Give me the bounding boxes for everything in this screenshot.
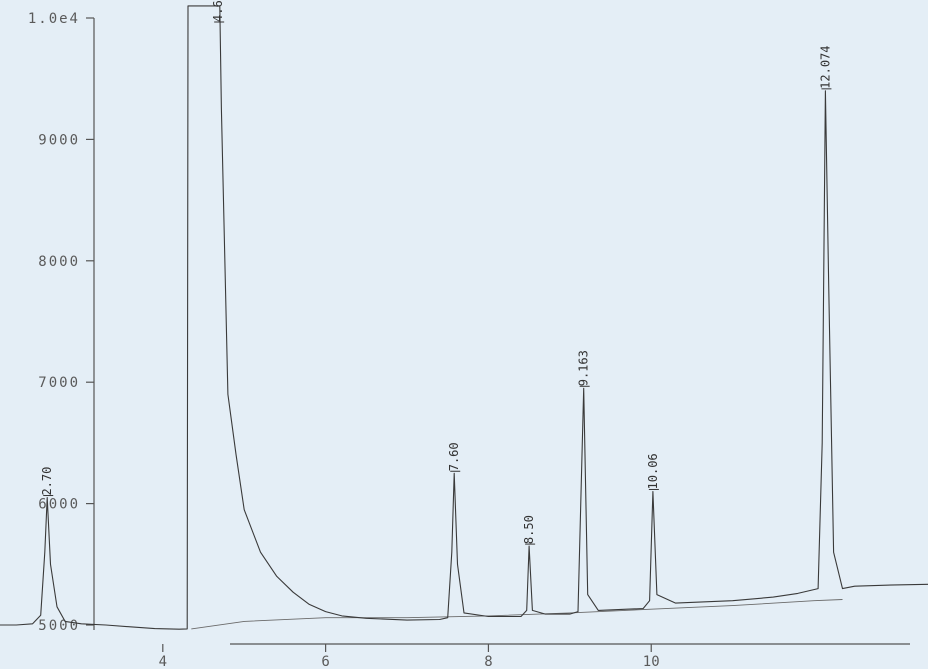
x-tick-label-0: 4: [159, 654, 167, 669]
series-group: [0, 5, 928, 630]
y-tick-label-0: 1.0e4: [28, 11, 80, 27]
x-tick-label-2: 8: [484, 654, 492, 669]
peak-label-0: 2.70: [40, 467, 54, 496]
peak-label-1: 4.68: [211, 0, 225, 22]
y-tick-label-1: 9000: [38, 132, 80, 148]
peak-label-3: 8.50: [522, 515, 536, 544]
x-tick-label-1: 6: [321, 654, 329, 669]
peak-label-4: 9.163: [577, 350, 591, 386]
peak-label-6: 12.074: [818, 45, 832, 88]
y-ticks: 1.0e4 9000 8000 7000 6000 5000: [28, 11, 94, 634]
peak-labels: 2.70 4.68 7.60 8.50 9.163 10.06 12.074: [40, 0, 832, 545]
x-ticks: 4 6 8 10: [159, 644, 660, 669]
y-tick-label-3: 7000: [38, 375, 80, 391]
x-tick-label-3: 10: [643, 654, 660, 669]
integration-baseline: [191, 599, 843, 630]
y-tick-label-5: 5000: [38, 618, 80, 634]
y-tick-label-4: 6000: [38, 497, 80, 513]
y-tick-label-2: 8000: [38, 254, 80, 270]
peak-label-2: 7.60: [447, 442, 461, 471]
peak-label-5: 10.06: [646, 453, 660, 489]
series-line-0: [0, 5, 928, 630]
